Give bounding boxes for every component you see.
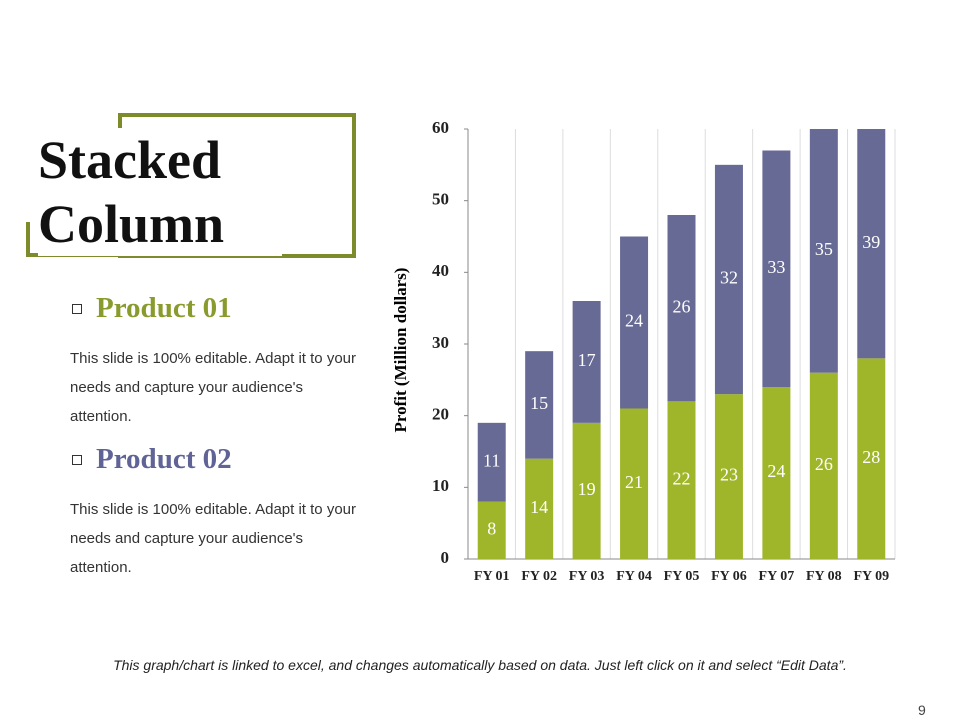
section-text: This slide is 100% editable. Adapt it to… bbox=[70, 501, 356, 576]
value-label: 39 bbox=[862, 232, 880, 252]
value-label: 21 bbox=[625, 472, 643, 492]
y-tick-label: 10 bbox=[432, 476, 449, 495]
y-axis-label: Profit (Million dollars) bbox=[391, 268, 410, 433]
x-tick-label: FY 05 bbox=[664, 569, 700, 584]
section-text: This slide is 100% editable. Adapt it to… bbox=[70, 350, 356, 425]
x-tick-label: FY 01 bbox=[474, 569, 510, 584]
value-label: 22 bbox=[673, 468, 691, 488]
x-tick-label: FY 06 bbox=[711, 569, 747, 584]
x-tick-label: FY 09 bbox=[853, 569, 889, 584]
x-tick-label: FY 07 bbox=[759, 569, 795, 584]
bar-segment bbox=[857, 358, 886, 559]
value-label: 8 bbox=[487, 518, 496, 538]
value-label: 17 bbox=[578, 350, 596, 370]
bar-segment bbox=[572, 422, 601, 559]
value-label: 24 bbox=[625, 311, 643, 331]
heading-text: Product 01 bbox=[96, 292, 232, 324]
x-tick-label: FY 03 bbox=[569, 569, 605, 584]
footer-note: This graph/chart is linked to excel, and… bbox=[113, 657, 847, 673]
y-tick-label: 60 bbox=[432, 118, 449, 137]
bar-segment bbox=[714, 164, 743, 395]
value-label: 15 bbox=[530, 393, 548, 413]
x-tick-label: FY 04 bbox=[616, 569, 652, 584]
bullet bbox=[72, 303, 82, 314]
bar-segment bbox=[477, 422, 506, 502]
section-heading: Product 01 bbox=[72, 292, 232, 325]
value-label: 28 bbox=[862, 447, 880, 467]
bar-segment bbox=[809, 372, 838, 559]
page-number: 9 bbox=[918, 702, 926, 718]
value-label: 11 bbox=[483, 450, 500, 470]
bar-segment bbox=[762, 150, 791, 387]
y-tick-label: 30 bbox=[432, 333, 449, 352]
y-tick-label: 20 bbox=[432, 405, 449, 424]
bar-segment bbox=[525, 351, 554, 459]
slide-title: Stacked Column bbox=[38, 128, 282, 256]
plot bbox=[477, 129, 886, 559]
value-label: 24 bbox=[767, 461, 785, 481]
bar-segment bbox=[620, 408, 649, 559]
x-tick-label: FY 08 bbox=[806, 569, 842, 584]
bar-segment bbox=[857, 129, 886, 359]
bar-segment bbox=[714, 394, 743, 559]
bar-segment bbox=[762, 387, 791, 559]
y-tick-label: 0 bbox=[441, 548, 450, 567]
value-label: 26 bbox=[815, 454, 833, 474]
grid bbox=[464, 128, 896, 560]
y-tick-label: 40 bbox=[432, 261, 449, 280]
value-label: 19 bbox=[578, 479, 596, 499]
x-tick-label: FY 02 bbox=[521, 569, 557, 584]
chart: Profit (Million dollars) 0 10 20 30 40 50 60 FY… bbox=[391, 118, 896, 584]
value-label: 32 bbox=[720, 268, 738, 288]
bar-segment bbox=[477, 501, 506, 559]
value-label: 26 bbox=[673, 296, 691, 316]
bar-segment bbox=[667, 401, 696, 559]
value-label: 35 bbox=[815, 239, 833, 259]
value-label: 33 bbox=[767, 257, 785, 277]
bar-segment bbox=[525, 458, 554, 559]
value-label: 14 bbox=[530, 497, 548, 517]
bar-segment bbox=[667, 215, 696, 402]
bar-segment bbox=[809, 129, 838, 373]
value-label: 23 bbox=[720, 465, 738, 485]
bar-segment bbox=[572, 301, 601, 423]
y-tick-label: 50 bbox=[432, 190, 449, 209]
labels: 0 10 20 30 40 50 60 FY 01 8 11 FY 02 14 15 FY 03 19 17 F… bbox=[432, 118, 889, 584]
heading-text: Product 02 bbox=[96, 443, 232, 475]
bar-segment bbox=[620, 236, 649, 409]
section-heading: Product 02 bbox=[72, 443, 232, 476]
title-bracket bbox=[26, 222, 30, 257]
bullet bbox=[72, 454, 82, 465]
